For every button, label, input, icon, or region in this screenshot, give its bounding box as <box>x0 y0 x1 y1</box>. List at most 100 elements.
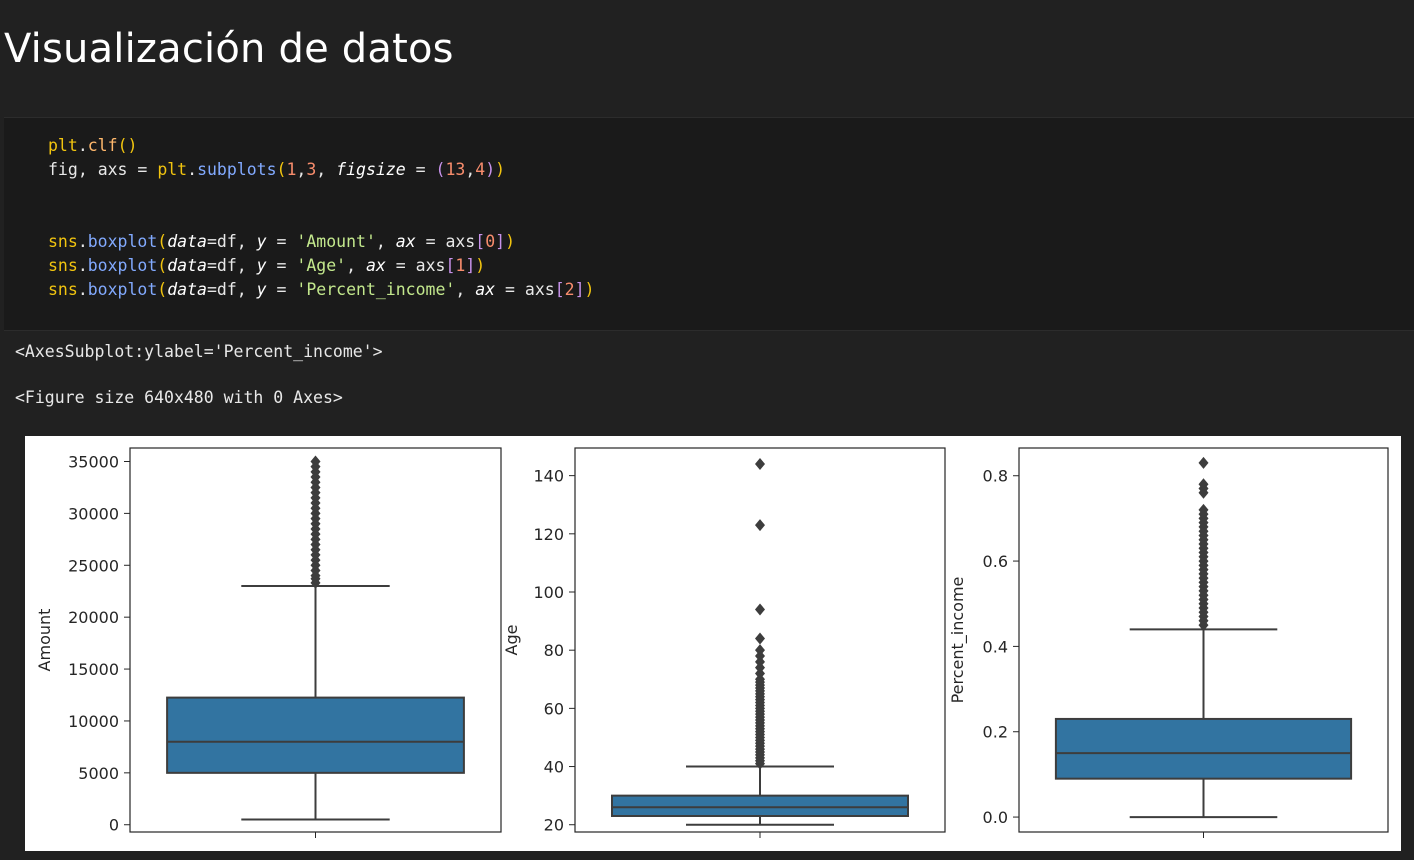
code-token: . <box>77 256 88 275</box>
code-line: sns.boxplot(data=df, y = 'Amount', ax = … <box>48 230 594 254</box>
code-editor[interactable]: plt.clf() fig, axs = plt.subplots(1,3, fi… <box>48 134 594 302</box>
code-line: sns.boxplot(data=df, y = 'Percent_income… <box>48 278 594 302</box>
code-token: , <box>77 160 98 179</box>
code-token: ax <box>365 256 386 275</box>
code-token: boxplot <box>87 232 158 251</box>
code-token: [ <box>554 280 565 299</box>
code-token: 4 <box>475 160 486 179</box>
code-token: 3 <box>306 160 317 179</box>
code-token: =df, <box>206 232 257 251</box>
code-token: y <box>256 256 267 275</box>
code-token: data <box>167 232 207 251</box>
iqr-box <box>166 696 465 774</box>
code-token: , <box>455 280 476 299</box>
output-figure-size: <Figure size 640x480 with 0 Axes> <box>15 388 343 407</box>
code-token: ] <box>465 256 476 275</box>
code-token: 'Age' <box>296 256 347 275</box>
code-token: , <box>346 256 366 275</box>
y-tick-label: 100 <box>533 583 564 602</box>
code-token: = axs <box>415 232 476 251</box>
y-tick-label: 30000 <box>68 504 119 523</box>
code-token: ) <box>584 280 595 299</box>
code-token: ax <box>475 280 496 299</box>
code-token: data <box>167 280 207 299</box>
code-token: ) <box>495 160 506 179</box>
code-token: [ <box>475 232 486 251</box>
code-token: plt <box>48 136 78 155</box>
code-token: data <box>167 256 207 275</box>
code-token: () <box>117 136 138 155</box>
code-token: , <box>296 160 307 179</box>
code-token: ( <box>435 160 446 179</box>
y-axis-label: Percent_income <box>948 577 968 704</box>
code-token: 13 <box>445 160 466 179</box>
y-axis-label: Amount <box>35 609 54 672</box>
code-line: fig, axs = plt.subplots(1,3, figsize = (… <box>48 158 594 182</box>
code-token: fig <box>48 160 78 179</box>
outlier-point <box>755 644 765 657</box>
code-token: boxplot <box>87 256 158 275</box>
code-token: axs <box>97 160 128 179</box>
y-tick-label: 0.8 <box>983 467 1008 486</box>
y-tick-label: 15000 <box>68 660 119 679</box>
code-token: 2 <box>564 280 575 299</box>
outlier-point <box>310 455 321 468</box>
code-token: ] <box>495 232 506 251</box>
y-tick-label: 80 <box>544 641 564 660</box>
code-token: ( <box>157 232 168 251</box>
code-token: y <box>256 280 267 299</box>
y-tick-label: 40 <box>544 758 564 777</box>
y-axis-label: Age <box>502 625 521 656</box>
iqr-box <box>611 794 909 817</box>
code-token: figsize <box>336 160 406 179</box>
y-tick-label: 60 <box>544 699 564 718</box>
outlier-point <box>755 603 765 616</box>
code-token: ( <box>157 280 168 299</box>
code-token: ) <box>475 256 486 275</box>
y-tick-label: 120 <box>533 525 564 544</box>
code-token: ( <box>157 256 168 275</box>
code-token: sns <box>48 280 78 299</box>
y-tick-label: 20 <box>544 816 564 835</box>
y-tick-label: 25000 <box>68 556 119 575</box>
code-token: = axs <box>495 280 555 299</box>
y-tick-label: 10000 <box>68 712 119 731</box>
code-line: ​ <box>48 182 594 206</box>
outlier-point <box>1198 456 1209 469</box>
code-token: , <box>375 232 396 251</box>
code-token: ax <box>395 232 416 251</box>
y-tick-label: 35000 <box>68 452 119 471</box>
code-cell[interactable]: plt.clf() fig, axs = plt.subplots(1,3, fi… <box>4 117 1414 331</box>
code-token: . <box>77 232 88 251</box>
code-token: 'Percent_income' <box>296 280 456 299</box>
y-tick-label: 0.6 <box>983 552 1008 571</box>
code-token: 0 <box>485 232 496 251</box>
outlier-point <box>755 632 765 645</box>
code-token: 1 <box>286 160 297 179</box>
code-token: =df, <box>206 280 257 299</box>
code-line: plt.clf() <box>48 134 594 158</box>
y-tick-label: 0.2 <box>983 723 1008 742</box>
code-token: ] <box>574 280 585 299</box>
code-token: [ <box>445 256 456 275</box>
code-token: = <box>266 256 297 275</box>
boxplot-figure: 0 5000 10000 15000 20000 25000 30000 35000 Amoun… <box>25 436 1401 851</box>
code-token: sns <box>48 232 78 251</box>
code-token: = axs <box>385 256 446 275</box>
code-token: clf <box>87 136 118 155</box>
y-tick-label: 0 <box>109 816 119 835</box>
code-token: subplots <box>197 160 277 179</box>
code-line: ​ <box>48 206 594 230</box>
iqr-box <box>1054 717 1353 780</box>
boxplot-svg: 0 5000 10000 15000 20000 25000 30000 35000 Amoun… <box>35 447 1389 838</box>
y-tick-label: 0.0 <box>983 808 1008 827</box>
code-token: boxplot <box>87 280 158 299</box>
output-axes-subplot: <AxesSubplot:ylabel='Percent_income'> <box>15 342 383 361</box>
page-title: Visualización de datos <box>4 26 454 72</box>
code-token: 'Amount' <box>296 232 376 251</box>
outlier-point <box>755 458 765 470</box>
code-token: . <box>187 160 198 179</box>
code-token: = <box>266 280 297 299</box>
code-token: ( <box>276 160 287 179</box>
code-token: . <box>77 136 88 155</box>
